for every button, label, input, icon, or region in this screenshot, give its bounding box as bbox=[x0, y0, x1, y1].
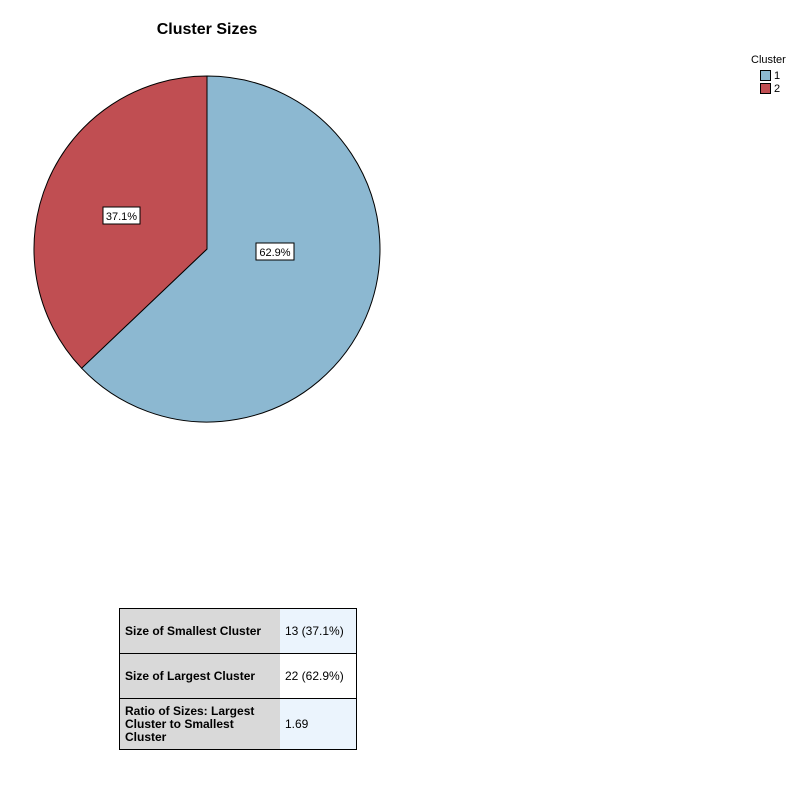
table-row: Ratio of Sizes: Largest Cluster to Small… bbox=[119, 698, 357, 750]
legend-item-2: 2 bbox=[760, 82, 786, 95]
legend-label-2: 2 bbox=[774, 82, 781, 95]
table-row: Size of Largest Cluster 22 (62.9%) bbox=[119, 653, 357, 699]
legend: Cluster 1 2 bbox=[751, 54, 786, 95]
legend-item-1: 1 bbox=[760, 69, 786, 82]
row-value: 22 (62.9%) bbox=[280, 653, 357, 699]
table-row: Size of Smallest Cluster 13 (37.1%) bbox=[119, 608, 357, 654]
slice-label-cluster-1: 62.9% bbox=[255, 242, 295, 261]
legend-swatch-1 bbox=[760, 70, 771, 81]
row-header: Ratio of Sizes: Largest Cluster to Small… bbox=[119, 698, 280, 750]
row-value: 1.69 bbox=[280, 698, 357, 750]
slice-label-cluster-2: 37.1% bbox=[102, 206, 141, 225]
legend-swatch-2 bbox=[760, 83, 771, 94]
legend-label-1: 1 bbox=[774, 69, 781, 82]
row-value: 13 (37.1%) bbox=[280, 608, 357, 654]
row-header: Size of Largest Cluster bbox=[119, 653, 280, 699]
chart-title: Cluster Sizes bbox=[156, 21, 258, 38]
legend-title: Cluster bbox=[751, 54, 786, 66]
pie-slice-cluster-1 bbox=[80, 75, 381, 423]
row-header: Size of Smallest Cluster bbox=[119, 608, 280, 654]
svg-text:62.9%: 62.9% bbox=[259, 247, 290, 259]
svg-text:37.1%: 37.1% bbox=[106, 211, 137, 223]
cluster-stats-table: Size of Smallest Cluster 13 (37.1%) Size… bbox=[119, 608, 357, 750]
